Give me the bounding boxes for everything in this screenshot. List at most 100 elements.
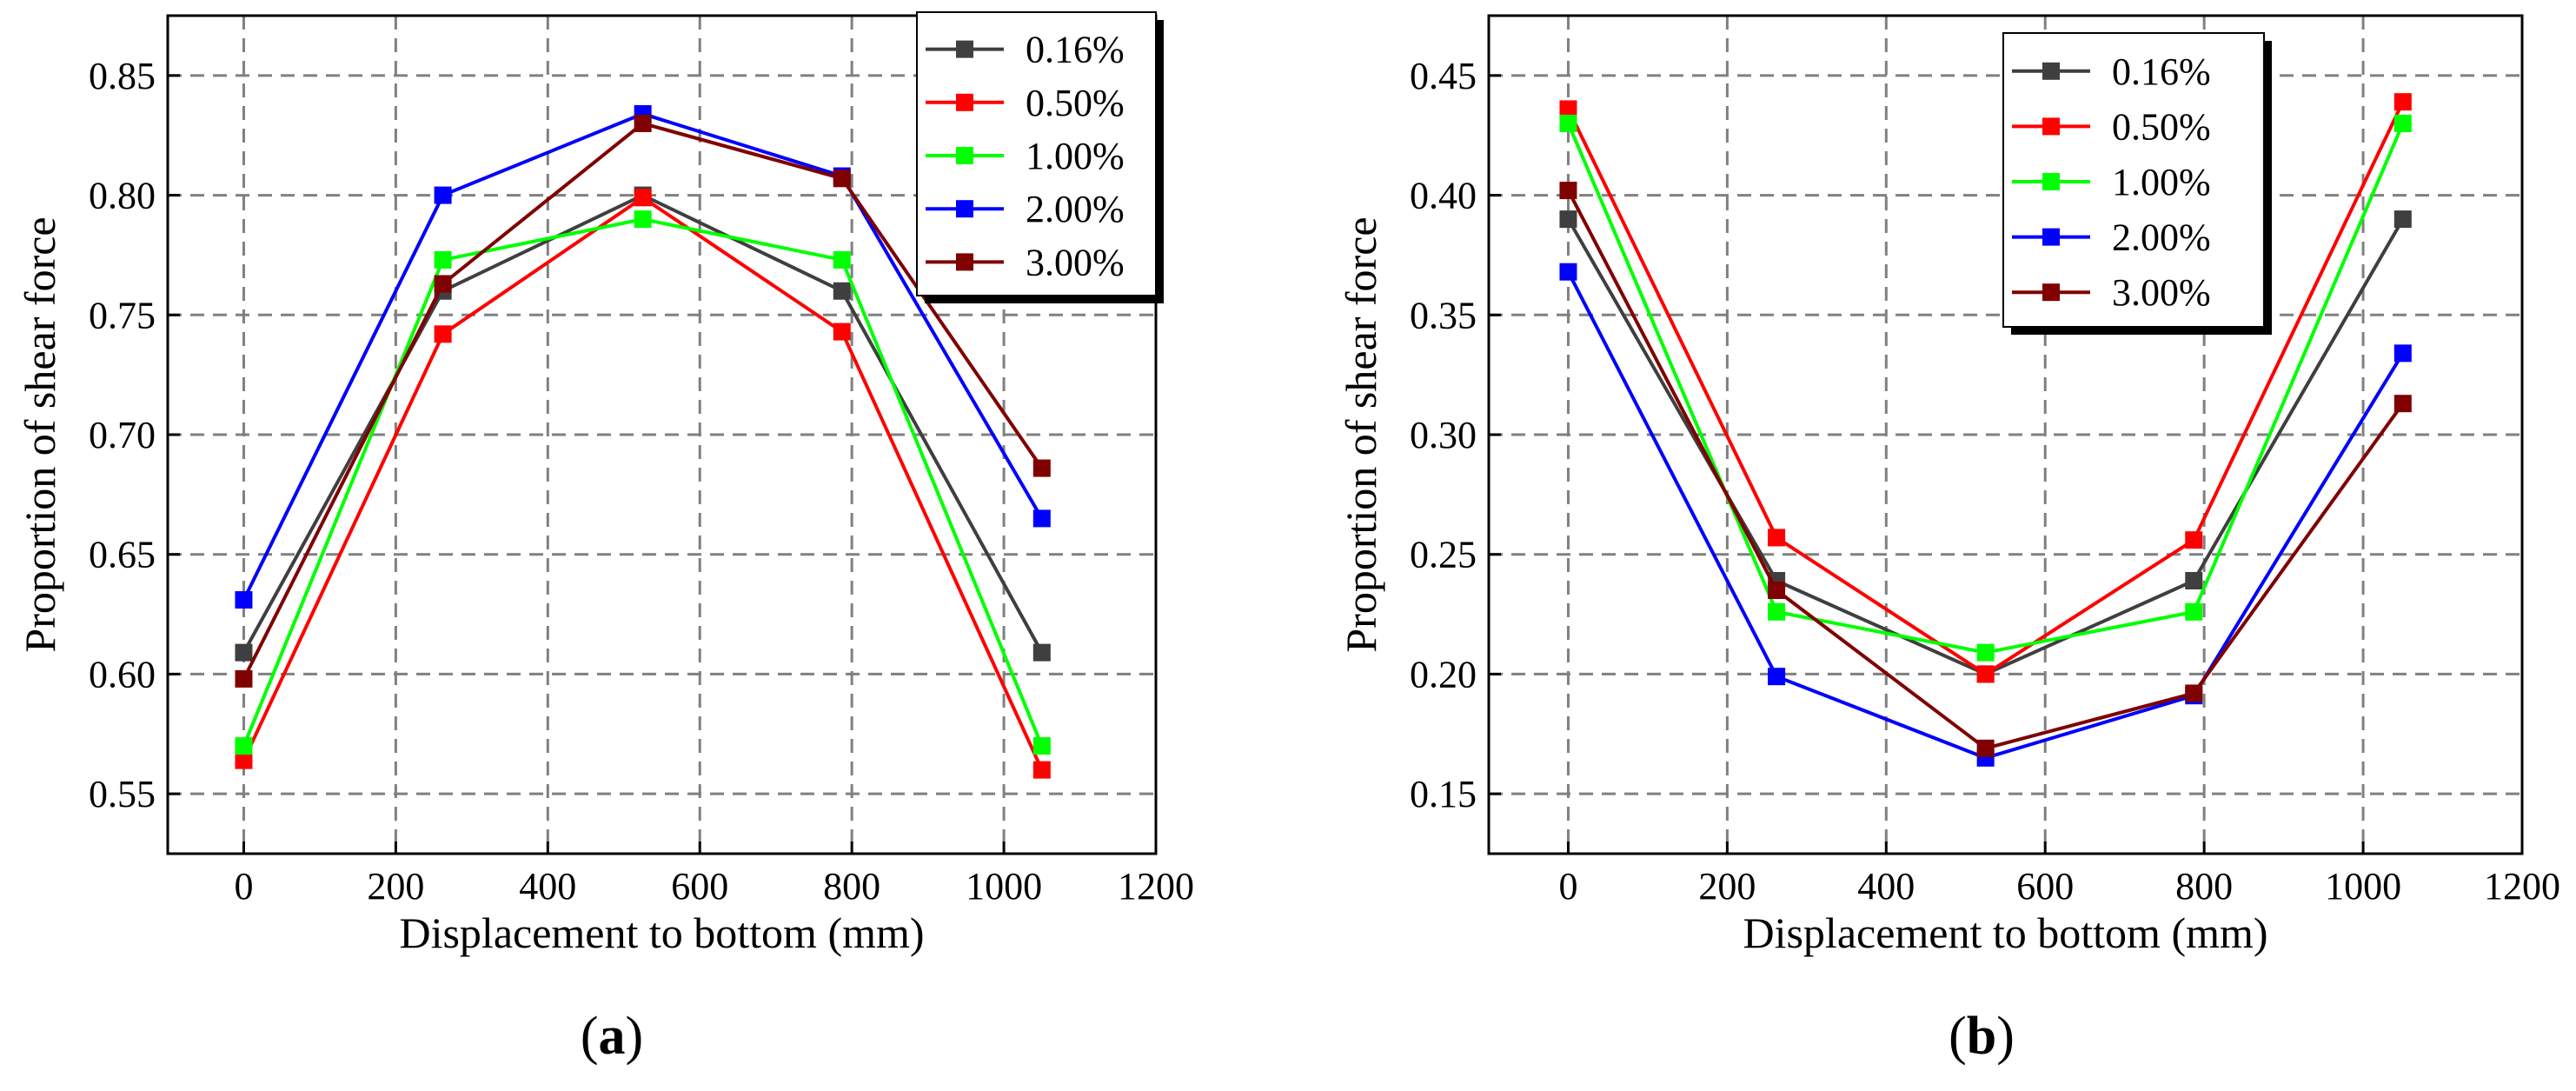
y-tick-label-2: 0.25 bbox=[1410, 534, 1477, 576]
y-tick-label-5: 0.40 bbox=[1410, 175, 1477, 217]
data-point-0.50%-4 bbox=[2393, 93, 2412, 111]
x-tick-label-3: 600 bbox=[671, 865, 728, 908]
series-line-1.00% bbox=[1566, 123, 2405, 655]
data-point-1.00%-2 bbox=[634, 210, 652, 229]
y-tick-label-6: 0.45 bbox=[1410, 55, 1477, 97]
series-1.00% bbox=[235, 210, 1051, 755]
data-point-1.00%-4 bbox=[1032, 737, 1051, 755]
legend-label-0.50%: 0.50% bbox=[1026, 82, 1125, 124]
x-tick-label-1: 200 bbox=[1698, 865, 1756, 908]
x-tick-label-4: 800 bbox=[2175, 865, 2233, 908]
data-point-0.50%-0 bbox=[235, 751, 253, 769]
legend: 0.16% 0.50% 1.00% 2.00% 3.00% bbox=[2002, 32, 2272, 335]
data-point-2.00%-0 bbox=[235, 591, 253, 609]
data-point-3.00%-2 bbox=[1976, 739, 1995, 757]
data-point-3.00%-3 bbox=[2185, 684, 2203, 702]
panel-label: (a) bbox=[581, 1007, 643, 1066]
data-point-0.16%-4 bbox=[2393, 210, 2412, 229]
series-3.00% bbox=[235, 114, 1051, 688]
data-point-3.00%-4 bbox=[1032, 459, 1051, 477]
x-tick-label-5: 1000 bbox=[966, 865, 1042, 908]
data-point-2.00%-4 bbox=[2393, 344, 2412, 363]
data-point-1.00%-2 bbox=[1976, 643, 1995, 662]
y-axis: 0.15 0.20 0.25 0.30 0.35 0.40 0.45 bbox=[1410, 55, 1501, 815]
x-tick-label-2: 400 bbox=[519, 865, 576, 908]
panel-label-close: ) bbox=[1996, 1007, 2015, 1066]
legend-label-0.16%: 0.16% bbox=[2112, 50, 2211, 93]
data-point-0.50%-2 bbox=[1976, 665, 1995, 683]
x-axis: 0 200 400 600 800 1000 1200 bbox=[234, 842, 1194, 908]
legend-marker-3.00% bbox=[956, 253, 973, 271]
data-point-3.00%-0 bbox=[235, 669, 253, 688]
series-0.50% bbox=[1559, 93, 2412, 683]
panel-label-open: ( bbox=[1949, 1007, 1967, 1066]
y-tick-label-6: 0.85 bbox=[89, 55, 156, 97]
series-2.00% bbox=[1559, 263, 2412, 767]
legend-marker-0.50% bbox=[956, 93, 973, 111]
panel-label-close: ) bbox=[626, 1007, 644, 1066]
data-point-1.00%-3 bbox=[833, 250, 851, 269]
y-tick-label-5: 0.80 bbox=[89, 175, 156, 217]
x-tick-label-4: 800 bbox=[823, 865, 880, 908]
series-3.00% bbox=[1559, 182, 2412, 757]
data-point-0.16%-4 bbox=[1032, 643, 1051, 662]
x-tick-label-5: 1000 bbox=[2325, 865, 2401, 908]
y-axis: 0.55 0.60 0.65 0.70 0.75 0.80 0.85 bbox=[89, 55, 180, 815]
x-tick-label-2: 400 bbox=[1857, 865, 1915, 908]
legend-label-3.00%: 3.00% bbox=[1026, 241, 1125, 283]
x-axis-title: Displacement to bottom (mm) bbox=[399, 908, 924, 957]
legend-label-0.16%: 0.16% bbox=[1026, 29, 1125, 71]
x-axis-title: Displacement to bottom (mm) bbox=[1743, 908, 2267, 957]
legend-label-2.00%: 2.00% bbox=[2112, 216, 2211, 259]
legend-label-1.00%: 1.00% bbox=[1026, 135, 1125, 177]
data-point-1.00%-1 bbox=[434, 250, 452, 269]
legend-marker-0.50% bbox=[2042, 117, 2060, 136]
data-point-1.00%-0 bbox=[235, 737, 253, 755]
chart-panel-b: 0 200 400 600 800 1000 1200 0.15 0.20 0.25 0.30 0.3… bbox=[1337, 14, 2560, 1066]
legend-marker-2.00% bbox=[2042, 228, 2060, 246]
x-tick-label-0: 0 bbox=[1558, 865, 1577, 908]
y-tick-label-1: 0.60 bbox=[89, 653, 156, 695]
legend: 0.16% 0.50% 1.00% 2.00% 3.00% bbox=[916, 11, 1164, 303]
legend-marker-0.16% bbox=[956, 40, 973, 58]
y-tick-label-0: 0.15 bbox=[1410, 773, 1477, 815]
legend-marker-0.16% bbox=[2042, 62, 2060, 80]
panel-label-letter: b bbox=[1967, 1007, 1996, 1066]
data-point-2.00%-4 bbox=[1032, 509, 1051, 528]
data-point-0.50%-4 bbox=[1032, 761, 1051, 779]
legend-marker-1.00% bbox=[956, 147, 973, 164]
y-axis-title: Proportion of shear force bbox=[16, 216, 64, 652]
data-point-0.16%-0 bbox=[235, 643, 253, 662]
data-point-0.16%-0 bbox=[1559, 210, 1577, 229]
legend-marker-3.00% bbox=[2042, 283, 2060, 302]
panel-label: (b) bbox=[1949, 1007, 2015, 1066]
y-tick-label-1: 0.20 bbox=[1410, 653, 1477, 695]
x-tick-label-6: 1200 bbox=[1118, 865, 1194, 908]
y-tick-label-3: 0.30 bbox=[1410, 414, 1477, 456]
legend-label-3.00%: 3.00% bbox=[2112, 271, 2211, 314]
data-point-2.00%-1 bbox=[1768, 668, 1786, 686]
y-tick-label-4: 0.35 bbox=[1410, 294, 1477, 336]
series-0.16% bbox=[1559, 210, 2412, 683]
legend-marker-1.00% bbox=[2042, 173, 2060, 190]
data-point-3.00%-3 bbox=[833, 170, 851, 188]
data-point-0.16%-3 bbox=[833, 282, 851, 300]
data-point-1.00%-3 bbox=[2185, 602, 2203, 621]
data-point-0.50%-2 bbox=[634, 189, 652, 207]
data-point-3.00%-1 bbox=[434, 275, 452, 293]
legend-label-2.00%: 2.00% bbox=[1026, 188, 1125, 230]
data-point-2.00%-1 bbox=[434, 186, 452, 204]
panel-label-open: ( bbox=[581, 1007, 599, 1066]
series-1.00% bbox=[1559, 114, 2412, 662]
series-line-0.50% bbox=[1566, 101, 2405, 676]
y-tick-label-3: 0.70 bbox=[89, 414, 156, 456]
data-point-0.50%-3 bbox=[833, 323, 851, 341]
data-point-3.00%-2 bbox=[634, 114, 652, 132]
data-point-3.00%-1 bbox=[1768, 582, 1786, 600]
series-0.50% bbox=[235, 189, 1051, 779]
x-tick-label-0: 0 bbox=[234, 865, 253, 908]
data-point-0.16%-3 bbox=[2185, 572, 2203, 590]
x-axis: 0 200 400 600 800 1000 1200 bbox=[1558, 842, 2560, 908]
